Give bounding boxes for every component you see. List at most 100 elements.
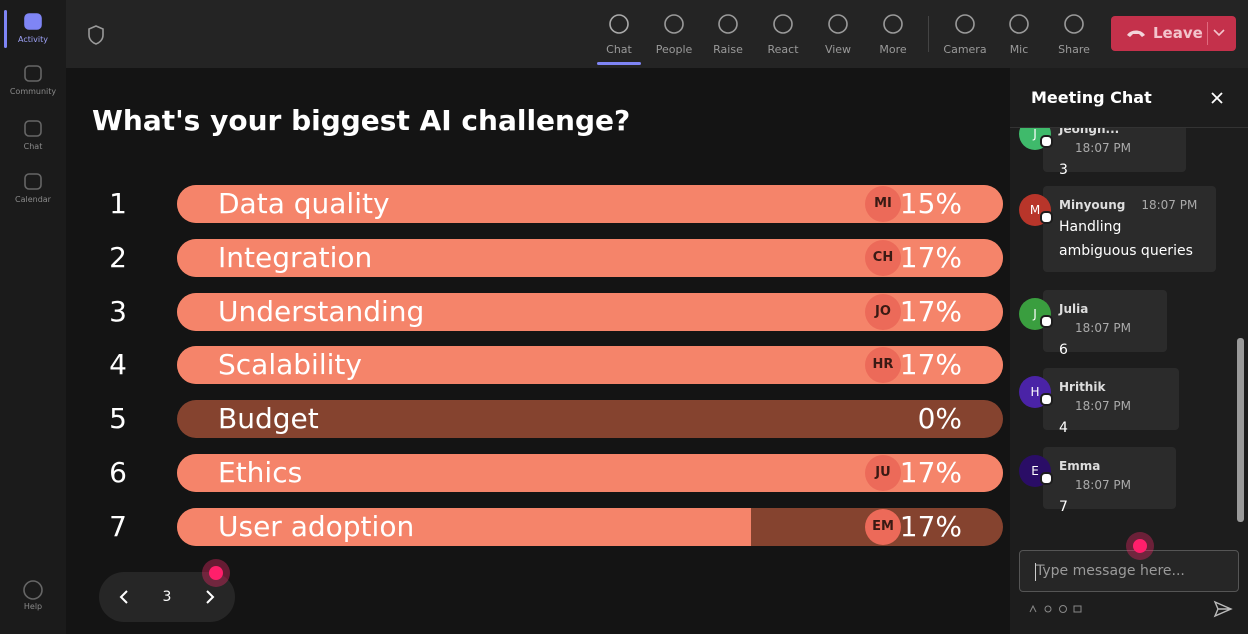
message-list: Jeongh...18:07 PM 3 J Minyoung 18:07 PM Handl… <box>1010 128 1234 542</box>
option-rank: 7 <box>109 509 127 543</box>
toolbar-icon <box>883 14 903 34</box>
input-placeholder: Type message here... <box>1036 563 1185 579</box>
scroll-thumb[interactable] <box>1237 338 1244 522</box>
toolbar-label[interactable]: Share <box>1058 43 1090 56</box>
rail-icon <box>23 580 43 600</box>
toolbar-icon <box>955 14 975 34</box>
option-bar[interactable]: User adoption EM 17% <box>177 507 1003 546</box>
option-bar[interactable]: Data quality MI 15% <box>177 185 1003 223</box>
sender-name: Hrithik <box>1059 380 1106 394</box>
toolbar-label[interactable]: React <box>767 43 799 56</box>
sender-name: Julia <box>1059 302 1089 316</box>
message-bubble: Hrithik 18:07 PM 4 <box>1043 368 1179 436</box>
option-rank: 1 <box>109 187 127 220</box>
presence-dot <box>1040 135 1053 148</box>
toolbar-label[interactable]: View <box>824 43 852 56</box>
sender-avatar: H <box>1019 376 1053 408</box>
option-rank: 6 <box>109 456 127 489</box>
scrollbar <box>1236 130 1246 542</box>
option-percent: 17% <box>899 456 962 489</box>
active-indicator <box>4 10 7 48</box>
message-bubble: Jeongh... 18:07 PM 3 <box>1043 128 1186 178</box>
toolbar-icon <box>828 14 848 34</box>
toolbar-icon <box>1009 14 1029 34</box>
rail-label[interactable]: Chat <box>23 142 43 151</box>
sender-name: Minyoung <box>1059 198 1126 212</box>
next-button[interactable] <box>203 589 217 605</box>
message-bubble: Emma 18:07 PM 7 <box>1043 447 1176 515</box>
toolbar-label[interactable]: More <box>879 43 907 56</box>
option-label: Budget <box>218 402 319 436</box>
message-time: 18:07 PM <box>1141 198 1198 212</box>
toolbar-label[interactable]: Camera <box>943 43 987 56</box>
send-button[interactable] <box>1213 600 1233 618</box>
option-bar[interactable]: Scalability HR 17% <box>177 346 1003 385</box>
option-label: Understanding <box>218 294 425 328</box>
message-time: 18:07 PM <box>1075 399 1131 413</box>
rail-label[interactable]: Community <box>9 87 57 96</box>
voter-avatar: JU <box>865 455 901 491</box>
option-percent: 15% <box>899 187 962 220</box>
option-bar[interactable]: Budget 0% <box>177 400 1003 439</box>
toolbar-label[interactable]: Raise <box>713 43 743 56</box>
leave-button[interactable]: Leave <box>1111 16 1236 51</box>
option-label: Ethics <box>218 456 303 489</box>
rail-label[interactable]: Activity <box>18 35 48 44</box>
message-time: 18:07 PM <box>1075 141 1131 155</box>
option-bar[interactable]: Understanding JO 17% <box>177 292 1003 331</box>
app-rail: Activity Community Chat Calendar Help <box>0 0 66 634</box>
pager: 3 <box>99 572 235 622</box>
rail-icon <box>24 65 42 82</box>
message-time: 18:07 PM <box>1075 321 1131 335</box>
sender-name: Emma <box>1059 459 1101 473</box>
option-bar[interactable]: Ethics JU 17% <box>177 454 1003 492</box>
option-percent: 0% <box>917 402 962 436</box>
cursor-highlight <box>1126 532 1154 560</box>
message-bubble: Julia 18:07 PM 6 <box>1043 290 1167 358</box>
sender-avatar: M <box>1019 194 1053 226</box>
format-icons[interactable] <box>1028 603 1084 615</box>
option-label: User adoption <box>218 509 415 543</box>
sender-avatar: E <box>1019 455 1053 487</box>
toolbar-icon <box>1064 14 1084 34</box>
message-text: 6 <box>1059 342 1068 358</box>
option-percent: 17% <box>899 348 962 382</box>
page-number: 3 <box>162 589 172 605</box>
toolbar-label[interactable]: Mic <box>1009 43 1029 56</box>
chevron-icon <box>1213 29 1225 37</box>
active-tab-underline <box>597 62 641 65</box>
option-label: Data quality <box>218 187 390 220</box>
close-button[interactable] <box>1210 91 1224 105</box>
rail-label[interactable]: Help <box>23 602 43 611</box>
message-text: 3 <box>1059 162 1068 178</box>
chat-title: Meeting Chat <box>1031 88 1152 107</box>
option-percent: 17% <box>899 240 962 274</box>
toolbar-icon <box>773 14 793 34</box>
presence-dot <box>1040 315 1053 328</box>
voter-avatar: HR <box>865 347 901 384</box>
presence-dot <box>1040 393 1053 406</box>
toolbar-icon <box>718 14 738 34</box>
caret <box>1035 563 1036 581</box>
option-bar[interactable]: Integration CH 17% <box>177 238 1003 277</box>
rail-label[interactable]: Calendar <box>15 195 51 204</box>
message-input[interactable]: Type message here... <box>1019 550 1239 592</box>
toolbar-label[interactable]: People <box>655 43 693 56</box>
voter-avatar: JO <box>865 293 901 330</box>
rail-icon <box>24 173 42 190</box>
option-percent: 17% <box>899 294 962 328</box>
divider <box>1010 127 1248 128</box>
cursor-highlight <box>202 559 230 587</box>
message-bubble: Minyoung 18:07 PM Handling ambiguous queri… <box>1043 186 1216 272</box>
toolbar-icon <box>609 14 629 34</box>
option-rank: 4 <box>109 348 127 382</box>
message-time: 18:07 PM <box>1075 478 1131 492</box>
divider <box>1207 22 1208 45</box>
shield-icon <box>88 25 104 45</box>
leave-label: Leave <box>1153 24 1203 42</box>
message-text: Handling ambiguous queries <box>1059 219 1193 259</box>
toolbar-label[interactable]: Chat <box>606 43 632 56</box>
prev-button[interactable] <box>117 589 131 605</box>
hangup-icon <box>1127 30 1145 37</box>
message-text: 7 <box>1059 499 1068 515</box>
